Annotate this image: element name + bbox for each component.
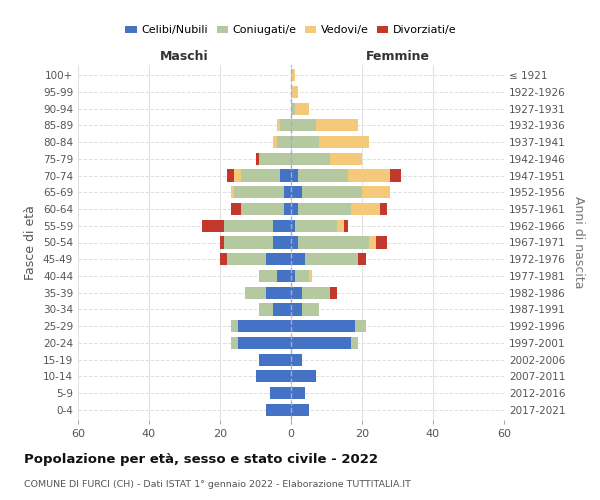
Bar xyxy=(330,152,362,165)
Y-axis label: Fasce di età: Fasce di età xyxy=(25,205,37,280)
Legend: Celibi/Nubili, Coniugati/e, Vedovi/e, Divorziati/e: Celibi/Nubili, Coniugati/e, Vedovi/e, Di… xyxy=(121,21,461,40)
Bar xyxy=(230,337,238,349)
Bar xyxy=(273,236,291,248)
Bar xyxy=(273,220,291,232)
Bar xyxy=(291,337,352,349)
Bar xyxy=(291,370,316,382)
Bar xyxy=(284,203,291,215)
Bar xyxy=(227,253,266,266)
Bar xyxy=(319,136,369,148)
Bar xyxy=(259,304,273,316)
Bar xyxy=(291,387,305,399)
Bar xyxy=(277,120,280,132)
Bar xyxy=(291,69,295,81)
Bar xyxy=(245,286,266,299)
Bar xyxy=(295,270,309,282)
Bar xyxy=(230,320,238,332)
Bar xyxy=(270,387,291,399)
Bar xyxy=(348,170,391,181)
Text: Maschi: Maschi xyxy=(160,50,209,64)
Bar xyxy=(280,170,291,181)
Bar xyxy=(291,354,302,366)
Bar xyxy=(291,120,316,132)
Bar xyxy=(291,136,319,148)
Bar xyxy=(302,286,330,299)
Bar xyxy=(230,203,241,215)
Bar xyxy=(273,304,291,316)
Bar xyxy=(220,236,224,248)
Bar xyxy=(291,286,302,299)
Bar xyxy=(266,404,291,416)
Bar xyxy=(238,337,291,349)
Bar xyxy=(256,370,291,382)
Bar xyxy=(224,220,273,232)
Bar xyxy=(273,136,277,148)
Bar xyxy=(291,220,295,232)
Bar xyxy=(280,120,291,132)
Bar xyxy=(284,186,291,198)
Bar xyxy=(224,236,273,248)
Bar xyxy=(227,170,234,181)
Bar xyxy=(391,170,401,181)
Bar xyxy=(256,152,259,165)
Bar xyxy=(291,404,309,416)
Bar xyxy=(291,203,298,215)
Bar xyxy=(362,186,391,198)
Bar xyxy=(330,286,337,299)
Bar xyxy=(302,186,362,198)
Bar xyxy=(291,152,330,165)
Bar xyxy=(220,253,227,266)
Bar xyxy=(298,236,369,248)
Bar xyxy=(358,253,365,266)
Bar xyxy=(298,170,348,181)
Text: COMUNE DI FURCI (CH) - Dati ISTAT 1° gennaio 2022 - Elaborazione TUTTITALIA.IT: COMUNE DI FURCI (CH) - Dati ISTAT 1° gen… xyxy=(24,480,411,489)
Bar xyxy=(355,320,365,332)
Bar xyxy=(316,120,358,132)
Bar xyxy=(295,220,337,232)
Bar xyxy=(309,270,313,282)
Bar xyxy=(259,354,291,366)
Bar xyxy=(291,102,295,115)
Bar xyxy=(291,304,302,316)
Bar xyxy=(295,102,309,115)
Y-axis label: Anni di nascita: Anni di nascita xyxy=(572,196,585,289)
Bar xyxy=(234,170,241,181)
Bar xyxy=(291,186,302,198)
Bar xyxy=(337,220,344,232)
Bar xyxy=(230,186,234,198)
Bar xyxy=(259,270,277,282)
Bar xyxy=(241,203,284,215)
Bar xyxy=(266,253,291,266)
Bar xyxy=(291,236,298,248)
Text: Popolazione per età, sesso e stato civile - 2022: Popolazione per età, sesso e stato civil… xyxy=(24,452,378,466)
Bar xyxy=(277,270,291,282)
Bar xyxy=(234,186,284,198)
Bar xyxy=(241,170,280,181)
Bar xyxy=(291,320,355,332)
Text: Femmine: Femmine xyxy=(365,50,430,64)
Bar xyxy=(352,203,380,215)
Bar xyxy=(302,304,319,316)
Bar xyxy=(202,220,224,232)
Bar xyxy=(291,170,298,181)
Bar xyxy=(305,253,358,266)
Bar xyxy=(352,337,358,349)
Bar xyxy=(238,320,291,332)
Bar xyxy=(277,136,291,148)
Bar xyxy=(380,203,387,215)
Bar xyxy=(376,236,387,248)
Bar xyxy=(344,220,348,232)
Bar xyxy=(291,86,298,98)
Bar xyxy=(266,286,291,299)
Bar xyxy=(291,270,295,282)
Bar xyxy=(291,253,305,266)
Bar xyxy=(259,152,291,165)
Bar xyxy=(298,203,352,215)
Bar xyxy=(369,236,376,248)
